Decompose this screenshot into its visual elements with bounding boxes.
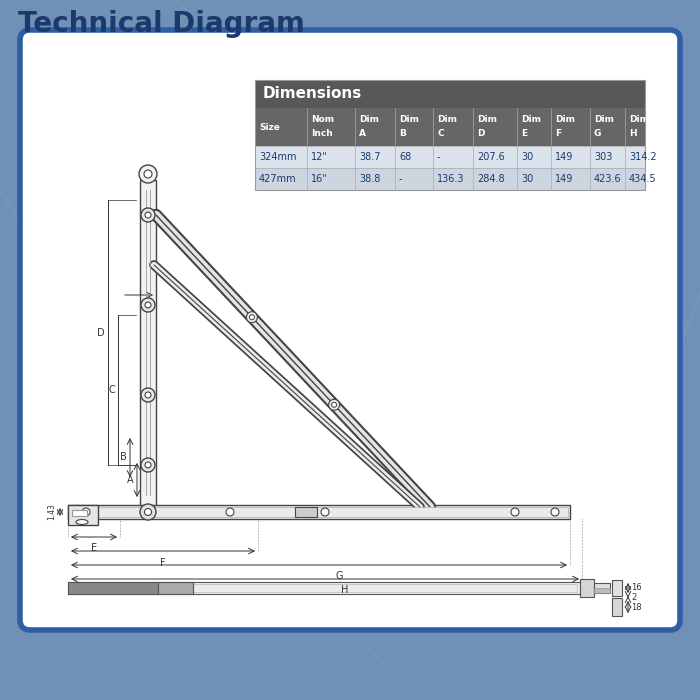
- Text: Dim: Dim: [437, 115, 457, 123]
- Text: E: E: [91, 543, 97, 553]
- Circle shape: [145, 212, 151, 218]
- Bar: [594, 588, 610, 593]
- Text: 1.43: 1.43: [47, 503, 56, 520]
- Bar: [255, 108, 645, 146]
- Bar: [295, 507, 317, 517]
- Circle shape: [140, 504, 156, 520]
- Text: Dim: Dim: [477, 115, 497, 123]
- Text: B: B: [399, 129, 406, 137]
- Bar: [255, 146, 645, 168]
- Text: -: -: [399, 174, 402, 184]
- Text: 149: 149: [555, 174, 573, 184]
- Bar: [68, 505, 98, 525]
- Circle shape: [511, 508, 519, 516]
- Text: Dim: Dim: [629, 115, 649, 123]
- Circle shape: [141, 388, 155, 402]
- Bar: [612, 598, 622, 616]
- Text: 30: 30: [521, 174, 533, 184]
- Text: 434.5: 434.5: [629, 174, 657, 184]
- Text: 16": 16": [311, 174, 328, 184]
- Text: D: D: [477, 129, 484, 137]
- Text: D: D: [97, 328, 105, 337]
- Circle shape: [246, 312, 258, 323]
- Text: 30: 30: [521, 152, 533, 162]
- Bar: [68, 582, 580, 594]
- Text: Dim: Dim: [399, 115, 419, 123]
- Text: G: G: [594, 129, 601, 137]
- Circle shape: [328, 399, 339, 410]
- Text: 149: 149: [555, 152, 573, 162]
- Bar: [68, 505, 570, 519]
- Text: -: -: [437, 152, 440, 162]
- Text: F: F: [555, 129, 561, 137]
- Text: Technical Diagram: Technical Diagram: [18, 10, 305, 38]
- Text: G: G: [335, 571, 343, 581]
- Circle shape: [332, 402, 337, 407]
- Text: Nom: Nom: [311, 115, 334, 123]
- FancyBboxPatch shape: [20, 30, 680, 630]
- Text: 427mm: 427mm: [259, 174, 297, 184]
- Circle shape: [141, 208, 155, 222]
- Text: A: A: [359, 129, 366, 137]
- Bar: [72, 510, 87, 516]
- Circle shape: [144, 170, 152, 178]
- Text: H: H: [629, 129, 636, 137]
- Text: 207.6: 207.6: [477, 152, 505, 162]
- Text: H: H: [342, 585, 349, 595]
- Circle shape: [321, 508, 329, 516]
- Text: F: F: [160, 558, 166, 568]
- Bar: [140, 180, 156, 505]
- Circle shape: [145, 302, 151, 308]
- Circle shape: [226, 508, 234, 516]
- Text: 2: 2: [631, 592, 636, 601]
- Bar: [255, 80, 645, 108]
- Text: Dim: Dim: [521, 115, 541, 123]
- Text: Dim: Dim: [594, 115, 614, 123]
- Text: 303: 303: [594, 152, 612, 162]
- Text: 12": 12": [311, 152, 328, 162]
- Text: 38.8: 38.8: [359, 174, 380, 184]
- Text: 38.7: 38.7: [359, 152, 381, 162]
- Text: 314.2: 314.2: [629, 152, 657, 162]
- Bar: [255, 168, 645, 190]
- Text: Dimensions: Dimensions: [263, 87, 363, 101]
- Bar: [580, 579, 594, 597]
- Text: 423.6: 423.6: [594, 174, 622, 184]
- Text: Dim: Dim: [555, 115, 575, 123]
- Bar: [158, 582, 193, 594]
- Circle shape: [145, 462, 151, 468]
- Ellipse shape: [76, 519, 88, 524]
- Circle shape: [82, 508, 90, 516]
- Text: 68: 68: [399, 152, 412, 162]
- Text: 284.8: 284.8: [477, 174, 505, 184]
- Circle shape: [141, 298, 155, 312]
- Text: Dim: Dim: [359, 115, 379, 123]
- Text: Size: Size: [259, 122, 280, 132]
- Text: C: C: [108, 385, 115, 395]
- Text: 324mm: 324mm: [259, 152, 297, 162]
- Text: 18: 18: [631, 603, 642, 612]
- Circle shape: [139, 165, 157, 183]
- Text: A: A: [127, 475, 134, 485]
- Bar: [71, 584, 577, 592]
- Circle shape: [249, 315, 254, 320]
- Circle shape: [144, 508, 151, 515]
- Text: E: E: [521, 129, 527, 137]
- Circle shape: [551, 508, 559, 516]
- Bar: [68, 582, 158, 594]
- Text: 136.3: 136.3: [437, 174, 465, 184]
- Bar: [255, 80, 645, 190]
- Text: B: B: [120, 452, 127, 463]
- Bar: [594, 583, 610, 593]
- Text: Inch: Inch: [311, 129, 332, 137]
- Circle shape: [141, 458, 155, 472]
- Text: 16: 16: [631, 584, 642, 592]
- Bar: [70, 507, 568, 517]
- Text: C: C: [437, 129, 444, 137]
- Circle shape: [145, 392, 151, 398]
- Bar: [612, 580, 622, 596]
